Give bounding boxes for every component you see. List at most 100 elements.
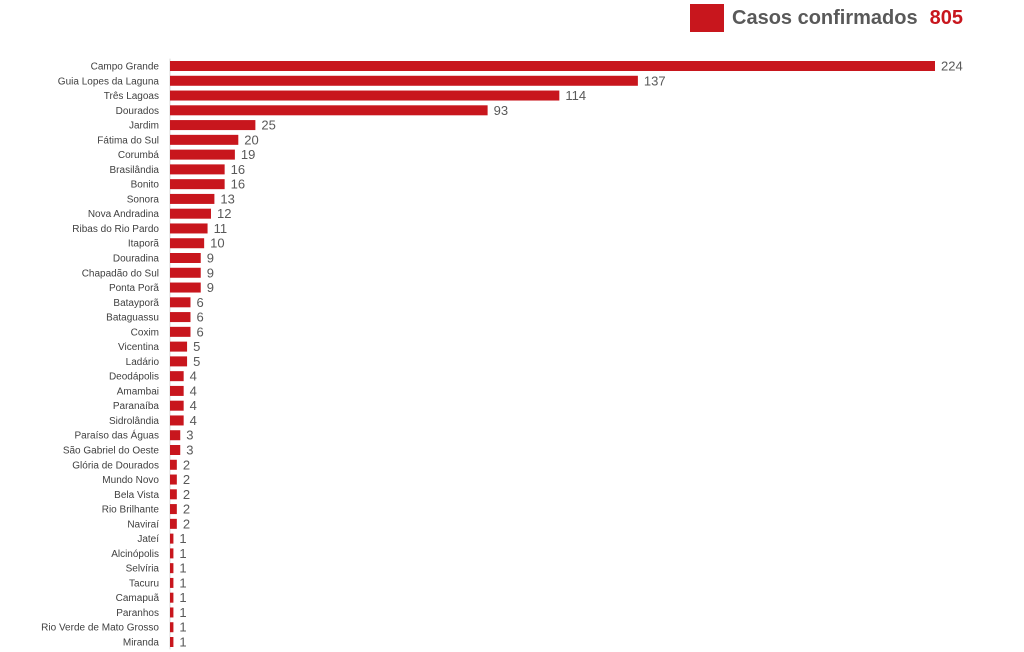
bar — [170, 208, 211, 219]
category-label: Ribas do Rio Pardo — [72, 224, 159, 235]
data-label: 25 — [261, 118, 275, 133]
data-label: 93 — [494, 103, 508, 118]
bar — [170, 548, 174, 559]
category-label: Selvíria — [126, 564, 160, 575]
category-label: Dourados — [116, 106, 159, 117]
bar — [170, 371, 184, 382]
legend-label: Casos confirmados — [732, 6, 918, 29]
data-label: 5 — [193, 339, 200, 354]
data-label: 4 — [190, 413, 197, 428]
legend-total: 805 — [929, 6, 963, 29]
bar — [170, 223, 208, 234]
data-label: 3 — [186, 443, 193, 458]
data-label: 16 — [231, 162, 245, 177]
data-label: 6 — [196, 324, 203, 339]
data-label: 2 — [183, 516, 190, 531]
bar — [170, 637, 174, 647]
data-label: 1 — [179, 575, 186, 590]
bar — [170, 75, 638, 86]
category-label: Douradina — [113, 254, 160, 265]
bar — [170, 385, 184, 396]
data-label: 1 — [179, 531, 186, 546]
bar — [170, 267, 201, 278]
bar — [170, 120, 256, 131]
data-label: 6 — [196, 295, 203, 310]
data-label: 9 — [207, 251, 214, 266]
bar — [170, 430, 181, 441]
data-label: 1 — [179, 590, 186, 605]
bar — [170, 282, 201, 293]
data-label: 1 — [179, 561, 186, 576]
bar — [170, 253, 201, 263]
category-label: Três Lagoas — [104, 91, 159, 102]
category-label: Ladário — [126, 357, 160, 368]
category-label: Miranda — [123, 638, 160, 649]
category-label: Paraíso das Águas — [75, 429, 160, 442]
bar — [170, 326, 191, 337]
bar — [170, 415, 184, 426]
data-label: 224 — [941, 59, 963, 74]
category-label: São Gabriel do Oeste — [63, 446, 160, 457]
category-label: Naviraí — [127, 519, 159, 530]
data-label: 2 — [183, 472, 190, 487]
category-label: Campo Grande — [91, 62, 160, 73]
category-label: Jateí — [137, 534, 159, 545]
data-label: 2 — [183, 502, 190, 517]
category-label: Alcinópolis — [111, 549, 159, 560]
data-label: 3 — [186, 428, 193, 443]
data-label: 4 — [190, 398, 197, 413]
data-label: 6 — [196, 310, 203, 325]
category-label: Glória de Dourados — [72, 460, 159, 471]
data-label: 9 — [207, 265, 214, 280]
category-label: Tacuru — [129, 578, 159, 589]
bar — [170, 105, 488, 116]
category-label: Bela Vista — [114, 490, 159, 501]
legend-swatch — [690, 4, 724, 32]
bar — [170, 90, 560, 101]
bar — [170, 61, 935, 71]
data-label: 20 — [244, 132, 258, 147]
data-label: 114 — [565, 88, 586, 103]
data-label: 4 — [190, 383, 197, 398]
bar — [170, 193, 215, 204]
category-label: Nova Andradina — [88, 209, 160, 220]
bar — [170, 504, 177, 515]
bar — [170, 592, 174, 603]
category-label: Corumbá — [118, 150, 160, 161]
data-label: 2 — [183, 457, 190, 472]
category-label: Deodápolis — [109, 372, 159, 383]
category-label: Coxim — [131, 327, 159, 338]
category-label: Bataguassu — [106, 313, 159, 324]
category-label: Amambai — [117, 386, 159, 397]
bar — [170, 400, 184, 411]
category-label: Sonora — [127, 194, 160, 205]
data-label: 10 — [210, 236, 224, 251]
bar — [170, 445, 181, 455]
bar — [170, 238, 205, 249]
data-label: 1 — [179, 635, 186, 650]
data-label: 16 — [231, 177, 245, 192]
bar — [170, 297, 191, 308]
category-label: Paranaíba — [113, 401, 160, 412]
bar — [170, 341, 188, 352]
category-label: Sidrolândia — [109, 416, 159, 427]
data-label: 137 — [644, 73, 666, 88]
bar — [170, 577, 174, 588]
data-label: 1 — [179, 620, 186, 635]
data-label: 5 — [193, 354, 200, 369]
bar — [170, 459, 177, 470]
data-label: 9 — [207, 280, 214, 295]
category-label: Paranhos — [116, 608, 159, 619]
data-label: 12 — [217, 206, 231, 221]
bar — [170, 134, 239, 145]
category-label: Ponta Porã — [109, 283, 159, 294]
bar — [170, 312, 191, 323]
category-label: Bonito — [131, 180, 160, 191]
bar — [170, 164, 225, 175]
data-label: 13 — [220, 191, 234, 206]
bar — [170, 356, 188, 367]
bar — [170, 607, 174, 618]
chart-legend: Casos confirmados 805 — [690, 4, 963, 32]
category-label: Rio Brilhante — [102, 505, 160, 516]
